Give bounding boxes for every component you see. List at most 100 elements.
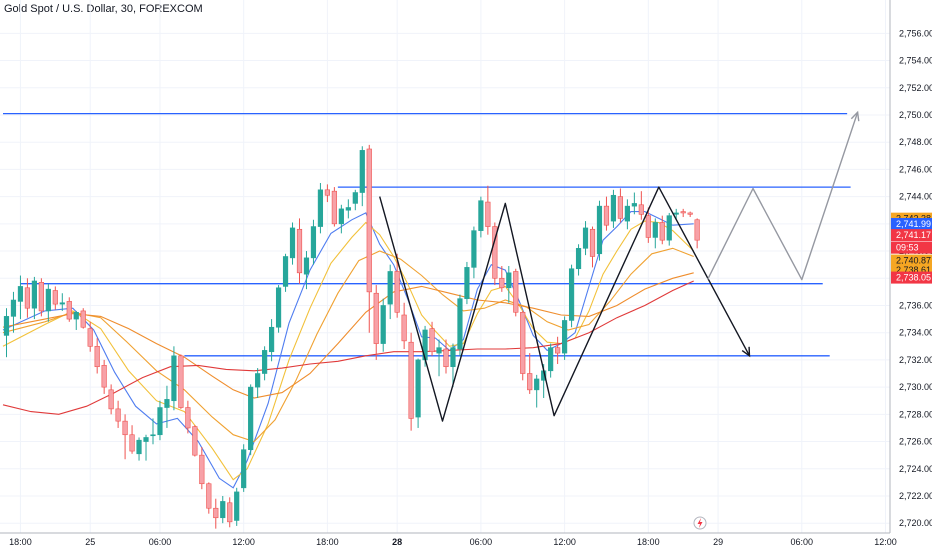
candle-body	[408, 341, 414, 419]
candle-body	[31, 280, 37, 309]
candle-body	[45, 288, 51, 312]
candle-body	[617, 196, 624, 219]
zigzag-path-arrowhead	[741, 346, 751, 358]
candle-body	[331, 190, 337, 225]
y-tick-label: 2,748.00	[899, 137, 932, 147]
candle-body	[561, 320, 568, 354]
candle-body	[443, 348, 449, 368]
candle-body	[24, 287, 31, 309]
candle-body	[589, 228, 596, 257]
candle-body	[94, 345, 100, 368]
price-badge	[891, 254, 932, 267]
candle-body	[527, 373, 533, 391]
candle-body	[603, 205, 610, 226]
price-badge	[891, 217, 932, 230]
candle-body	[66, 301, 72, 320]
candle-body	[150, 434, 156, 437]
price-badge	[891, 229, 932, 242]
candle-body	[129, 434, 135, 452]
candle-body	[101, 365, 107, 388]
x-tick-label: 18:00	[9, 537, 32, 547]
y-tick-label: 2,722.00	[899, 491, 932, 501]
candle-body	[282, 256, 289, 287]
lightning-icon[interactable]	[693, 516, 707, 530]
candle-body	[624, 205, 630, 222]
candle-body	[268, 326, 275, 353]
projection-path-arrowhead	[850, 110, 860, 122]
candle-body	[429, 328, 435, 353]
candle-body	[659, 222, 665, 241]
x-tick-label: 12:00	[553, 537, 576, 547]
candle-body	[17, 286, 24, 302]
candle-body	[373, 292, 379, 344]
candle-body	[73, 311, 79, 320]
x-tick-label: 12:00	[232, 537, 255, 547]
candle-body	[143, 437, 149, 442]
y-tick-label: 2,728.00	[899, 409, 932, 419]
y-tick-label: 2,720.00	[899, 518, 932, 528]
candle-body	[345, 207, 351, 211]
candle-body	[666, 215, 672, 241]
candle-body	[464, 267, 470, 299]
zigzag-path	[379, 186, 751, 422]
candle-body	[206, 483, 212, 509]
candle-body	[317, 189, 324, 227]
price-badge-label: 2,738.61	[896, 265, 931, 275]
candle-body	[387, 271, 393, 305]
candle-body	[652, 222, 658, 238]
candle-body	[199, 454, 205, 485]
moving-average-line	[2, 280, 694, 415]
y-tick-label: 2,730.00	[899, 382, 932, 392]
candle-body	[324, 189, 331, 196]
candle-body	[122, 420, 128, 436]
candle-body	[582, 227, 589, 249]
y-tick-label: 2,744.00	[899, 192, 932, 202]
price-badge-label: 2,740.87	[896, 256, 931, 266]
candle-body	[310, 226, 317, 259]
price-badges: 2,742.382,741.992,741.1709:532,740.872,7…	[891, 212, 932, 284]
candle-body	[471, 230, 477, 268]
candle-body	[415, 359, 421, 418]
y-tick-label: 2,724.00	[899, 464, 932, 474]
candle-body	[136, 439, 142, 455]
candle-body	[262, 350, 268, 374]
candle-body	[213, 507, 219, 519]
candle-body	[192, 426, 198, 456]
candle-body	[534, 378, 540, 391]
candle-body	[513, 271, 519, 313]
chart-title: Gold Spot / U.S. Dollar, 30, FOREXCOM	[4, 3, 203, 15]
candle-body	[568, 268, 575, 321]
candle-body	[485, 201, 491, 227]
candle-body	[492, 226, 498, 279]
candle-body	[450, 347, 456, 368]
candle-body	[687, 212, 693, 215]
candle-body	[506, 272, 512, 289]
candle-body	[157, 407, 163, 436]
support-resistance-lines[interactable]	[3, 112, 851, 357]
candle-body	[296, 228, 303, 274]
y-tick-label: 2,750.00	[899, 110, 932, 120]
candle-body	[575, 248, 582, 270]
y-tick-label: 2,734.00	[899, 328, 932, 338]
price-badge-label: 2,741.17	[896, 230, 931, 240]
candle-body	[694, 219, 700, 241]
candle-body	[234, 491, 240, 521]
time-axis[interactable]: 18:00 25 06:00 12:00 18:00 28 06:00 12:00 18:00 2…	[0, 532, 897, 547]
candle-body	[10, 299, 17, 317]
candle-body	[220, 501, 226, 519]
candle-body	[178, 355, 184, 408]
drawings[interactable]	[379, 110, 860, 422]
x-tick-label: 18:00	[637, 537, 660, 547]
candle-body	[115, 408, 121, 422]
candle-body	[631, 203, 637, 207]
candle-body	[59, 302, 65, 305]
y-tick-label: 2,754.00	[899, 56, 932, 66]
candle-body	[680, 211, 686, 214]
candle-body	[520, 311, 526, 374]
x-tick-label: 06:00	[791, 537, 814, 547]
y-tick-label: 2,756.00	[899, 28, 932, 38]
price-badge-label: 09:53	[896, 243, 919, 253]
x-tick-label: 25	[85, 537, 95, 547]
candle-body	[499, 277, 505, 289]
